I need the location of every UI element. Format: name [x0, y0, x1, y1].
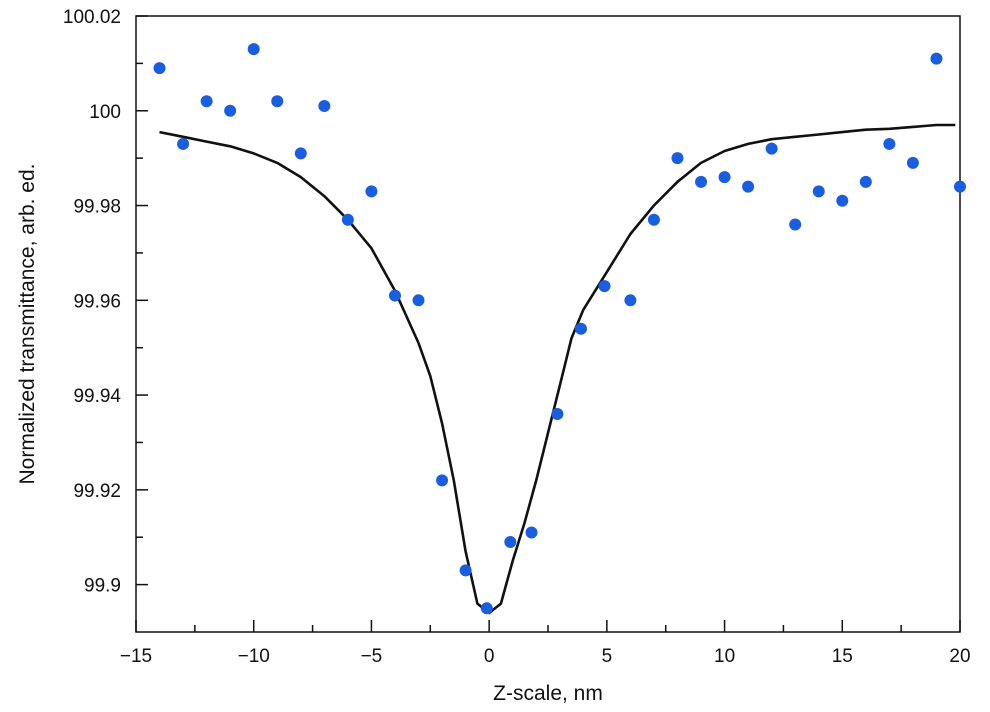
y-tick-label: 100 [89, 102, 121, 123]
data-point [930, 52, 943, 65]
data-point [598, 280, 611, 293]
data-point [765, 142, 778, 155]
data-point [954, 180, 966, 193]
y-tick-label: 99.98 [73, 197, 121, 218]
x-tick-label: 20 [949, 646, 970, 667]
data-point [271, 95, 284, 108]
x-tick-label: −10 [238, 646, 270, 667]
data-point [318, 100, 331, 113]
data-point [647, 213, 660, 226]
data-point [412, 294, 425, 307]
data-point [504, 535, 517, 548]
data-point [177, 137, 190, 150]
x-tick-label: 10 [714, 646, 735, 667]
y-tick-label: 99.92 [73, 481, 121, 502]
data-point [574, 322, 587, 335]
y-tick-label: 99.9 [84, 576, 121, 597]
fit-curve [159, 123, 956, 615]
data-point [294, 147, 307, 160]
y-axis-title: Normalized transmittance, arb. ed. [16, 164, 39, 485]
x-axis-ticks: −15 −10 −5 0 5 10 15 20 [120, 620, 971, 667]
plot-frame [135, 15, 961, 633]
x-tick-label: 5 [602, 646, 613, 667]
data-point [883, 137, 896, 150]
y-tick-label: 99.96 [73, 291, 121, 312]
x-tick-label: 0 [484, 646, 495, 667]
data-point [789, 218, 802, 231]
data-point [436, 474, 449, 487]
data-point [341, 213, 354, 226]
y-tick-label: 100.02 [63, 7, 121, 28]
data-point [859, 175, 872, 188]
data-point [742, 180, 755, 193]
data-point [153, 62, 166, 75]
data-point [906, 156, 919, 169]
data-point [551, 408, 564, 421]
data-point [624, 294, 637, 307]
y-axis-ticks: 99.9 99.92 99.94 99.96 99.98 100 100.02 [63, 7, 148, 597]
x-tick-label: −15 [120, 646, 152, 667]
data-point [480, 602, 493, 615]
data-point [812, 185, 825, 198]
y-tick-label: 99.94 [73, 386, 121, 407]
data-point [224, 104, 237, 117]
x-axis-title: Z-scale, nm [493, 682, 603, 705]
data-point [525, 526, 538, 539]
data-point [200, 95, 213, 108]
data-points [153, 43, 966, 615]
x-tick-label: 15 [832, 646, 853, 667]
data-point [365, 185, 378, 198]
x-tick-label: −5 [361, 646, 383, 667]
data-point [247, 43, 260, 56]
data-point [459, 564, 472, 577]
data-point [695, 175, 708, 188]
data-point [718, 171, 731, 184]
data-point [671, 152, 684, 165]
data-point [388, 289, 401, 302]
data-point [836, 194, 849, 207]
